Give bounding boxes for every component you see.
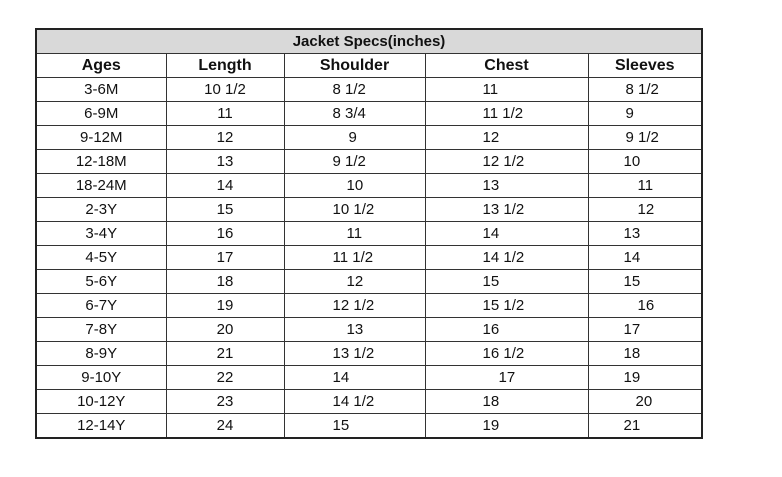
table-title: Jacket Specs(inches) [35,28,703,54]
cell-chest: 16 1/2 [424,341,589,366]
cell-shoulder: 15 [283,413,426,439]
cell-shoulder: 8 1/2 [283,77,426,102]
table-row: 3-6M 10 1/2 8 1/2 11 8 1/2 [35,77,703,102]
cell-sleeves: 18 [587,341,703,366]
column-header-chest: Chest [424,53,589,78]
cell-length: 15 [165,197,285,222]
cell-length: 23 [165,389,285,414]
table-row: 4-5Y 17 11 1/2 14 1/2 14 [35,245,703,270]
cell-chest: 11 [424,77,589,102]
cell-sleeves: 17 [587,317,703,342]
cell-chest: 12 [424,125,589,150]
cell-chest: 17 [424,365,589,390]
cell-shoulder: 14 1/2 [283,389,426,414]
cell-sleeves: 14 [587,245,703,270]
cell-ages: 9-10Y [35,365,167,390]
cell-sleeves: 21 [587,413,703,439]
cell-shoulder: 10 [283,173,426,198]
cell-shoulder: 13 1/2 [283,341,426,366]
cell-chest: 15 1/2 [424,293,589,318]
cell-length: 18 [165,269,285,294]
cell-ages: 6-7Y [35,293,167,318]
cell-shoulder: 11 [283,221,426,246]
cell-ages: 4-5Y [35,245,167,270]
cell-shoulder: 10 1/2 [283,197,426,222]
table-row: 12-18M 13 9 1/2 12 1/2 10 [35,149,703,174]
cell-sleeves: 12 [587,197,703,222]
table-row: 5-6Y 18 12 15 15 [35,269,703,294]
cell-length: 10 1/2 [165,77,285,102]
cell-ages: 12-14Y [35,413,167,439]
cell-sleeves: 13 [587,221,703,246]
column-header-ages: Ages [35,53,167,78]
cell-length: 22 [165,365,285,390]
cell-sleeves: 8 1/2 [587,77,703,102]
cell-ages: 3-4Y [35,221,167,246]
cell-sleeves: 19 [587,365,703,390]
cell-sleeves: 9 [587,101,703,126]
cell-length: 16 [165,221,285,246]
cell-ages: 10-12Y [35,389,167,414]
cell-ages: 7-8Y [35,317,167,342]
cell-length: 12 [165,125,285,150]
table-row: 12-14Y 24 15 19 21 [35,413,703,439]
cell-length: 13 [165,149,285,174]
cell-ages: 2-3Y [35,197,167,222]
cell-sleeves: 11 [587,173,703,198]
cell-length: 14 [165,173,285,198]
table-row: 6-9M 11 8 3/4 11 1/2 9 [35,101,703,126]
cell-chest: 13 1/2 [424,197,589,222]
cell-length: 17 [165,245,285,270]
cell-chest: 11 1/2 [424,101,589,126]
cell-shoulder: 12 1/2 [283,293,426,318]
cell-shoulder: 14 [283,365,426,390]
table-row: 9-12M 12 9 12 9 1/2 [35,125,703,150]
cell-chest: 14 1/2 [424,245,589,270]
table-row: 6-7Y 19 12 1/2 15 1/2 16 [35,293,703,318]
cell-chest: 18 [424,389,589,414]
cell-shoulder: 9 [283,125,426,150]
cell-chest: 15 [424,269,589,294]
cell-chest: 19 [424,413,589,439]
table-row: 7-8Y 20 13 16 17 [35,317,703,342]
cell-chest: 16 [424,317,589,342]
cell-ages: 8-9Y [35,341,167,366]
table-row: 3-4Y 16 11 14 13 [35,221,703,246]
cell-sleeves: 15 [587,269,703,294]
cell-sleeves: 16 [587,293,703,318]
cell-sleeves: 9 1/2 [587,125,703,150]
cell-length: 20 [165,317,285,342]
cell-sleeves: 10 [587,149,703,174]
cell-ages: 18-24M [35,173,167,198]
column-header-length: Length [165,53,285,78]
table-row: 10-12Y 23 14 1/2 18 20 [35,389,703,414]
cell-shoulder: 9 1/2 [283,149,426,174]
table-row: 9-10Y 22 14 17 19 [35,365,703,390]
cell-sleeves: 20 [587,389,703,414]
cell-ages: 3-6M [35,77,167,102]
cell-ages: 6-9M [35,101,167,126]
cell-chest: 12 1/2 [424,149,589,174]
cell-chest: 13 [424,173,589,198]
column-header-shoulder: Shoulder [283,53,426,78]
cell-shoulder: 13 [283,317,426,342]
cell-ages: 12-18M [35,149,167,174]
column-header-sleeves: Sleeves [587,53,703,78]
cell-length: 11 [165,101,285,126]
cell-shoulder: 8 3/4 [283,101,426,126]
cell-shoulder: 12 [283,269,426,294]
cell-length: 21 [165,341,285,366]
cell-ages: 9-12M [35,125,167,150]
cell-length: 24 [165,413,285,439]
cell-ages: 5-6Y [35,269,167,294]
jacket-specs-table: Jacket Specs(inches) Ages Length Shoulder C… [35,28,703,439]
table-row: 2-3Y 15 10 1/2 13 1/2 12 [35,197,703,222]
table-row: 8-9Y 21 13 1/2 16 1/2 18 [35,341,703,366]
cell-shoulder: 11 1/2 [283,245,426,270]
cell-chest: 14 [424,221,589,246]
cell-length: 19 [165,293,285,318]
table-row: 18-24M 14 10 13 11 [35,173,703,198]
